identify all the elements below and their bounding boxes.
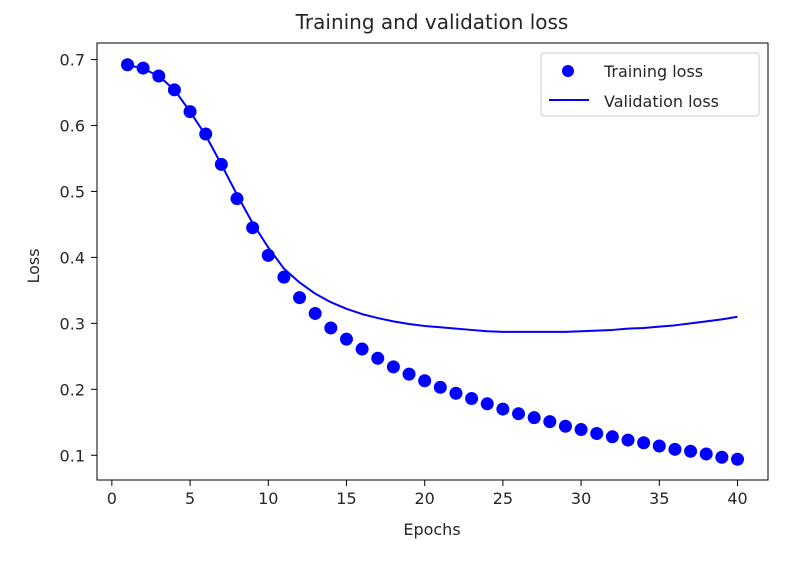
legend-training-marker (562, 65, 574, 77)
y-axis-label: Loss (24, 248, 43, 283)
y-tick-label: 0.1 (60, 446, 85, 465)
training-loss-point (199, 127, 213, 141)
training-loss-point (715, 450, 729, 464)
x-tick-label: 0 (107, 489, 117, 508)
training-loss-point (277, 270, 291, 284)
legend-frame (540, 52, 760, 117)
training-loss-point (527, 411, 541, 425)
x-tick-label: 20 (414, 489, 434, 508)
y-tick-label: 0.4 (60, 248, 85, 267)
training-loss-point (261, 248, 275, 262)
x-tick-label: 15 (336, 489, 356, 508)
training-loss-point (136, 61, 150, 75)
training-loss-point (684, 444, 698, 458)
y-tick-label: 0.2 (60, 380, 85, 399)
training-loss-point (543, 415, 557, 429)
training-loss-point (652, 439, 666, 453)
training-loss-point (214, 157, 228, 171)
training-loss-point (574, 423, 588, 437)
y-tick-label: 0.5 (60, 182, 85, 201)
training-loss-point (433, 380, 447, 394)
training-loss-point (371, 351, 385, 365)
x-tick-label: 35 (649, 489, 669, 508)
training-loss-point (183, 105, 197, 119)
validation-loss-line (127, 63, 738, 333)
training-loss-point (418, 374, 432, 388)
training-loss-point (590, 427, 604, 440)
training-loss-point (637, 436, 651, 450)
training-loss-point (386, 360, 400, 374)
x-axis-label: Epochs (403, 520, 460, 539)
training-loss-point (355, 342, 369, 356)
y-tick-label: 0.7 (60, 50, 85, 69)
x-tick-label: 25 (493, 489, 513, 508)
training-loss-point (230, 192, 244, 206)
training-loss-point (699, 447, 713, 461)
y-tick-label: 0.6 (60, 116, 85, 135)
training-loss-point (402, 367, 416, 381)
training-loss-point (324, 321, 338, 335)
training-loss-point (496, 402, 510, 416)
x-tick-label: 5 (185, 489, 195, 508)
training-loss-point (308, 306, 322, 320)
training-loss-point (449, 386, 463, 400)
training-loss-point (167, 83, 181, 97)
chart-title: Training and validation loss (295, 10, 569, 34)
x-tick-label: 40 (727, 489, 747, 508)
training-loss-point (558, 419, 572, 433)
x-tick-label: 10 (258, 489, 278, 508)
training-loss-point (152, 69, 166, 83)
training-loss-point (605, 430, 619, 444)
training-loss-point (480, 397, 494, 411)
legend: Training loss Validation loss (540, 52, 760, 117)
y-tick-label: 0.3 (60, 314, 85, 333)
training-loss-point (512, 407, 526, 421)
training-loss-point (731, 452, 744, 466)
legend-validation-label: Validation loss (604, 92, 719, 111)
training-loss-point (121, 58, 134, 72)
training-loss-point (293, 291, 307, 305)
training-loss-point (621, 433, 635, 447)
x-tick-label: 30 (571, 489, 591, 508)
training-loss-point (246, 221, 260, 235)
training-loss-point (465, 392, 479, 406)
legend-training-label: Training loss (603, 62, 703, 81)
training-loss-point (668, 442, 682, 456)
plot-frame (96, 42, 769, 481)
training-loss-point (339, 332, 353, 346)
